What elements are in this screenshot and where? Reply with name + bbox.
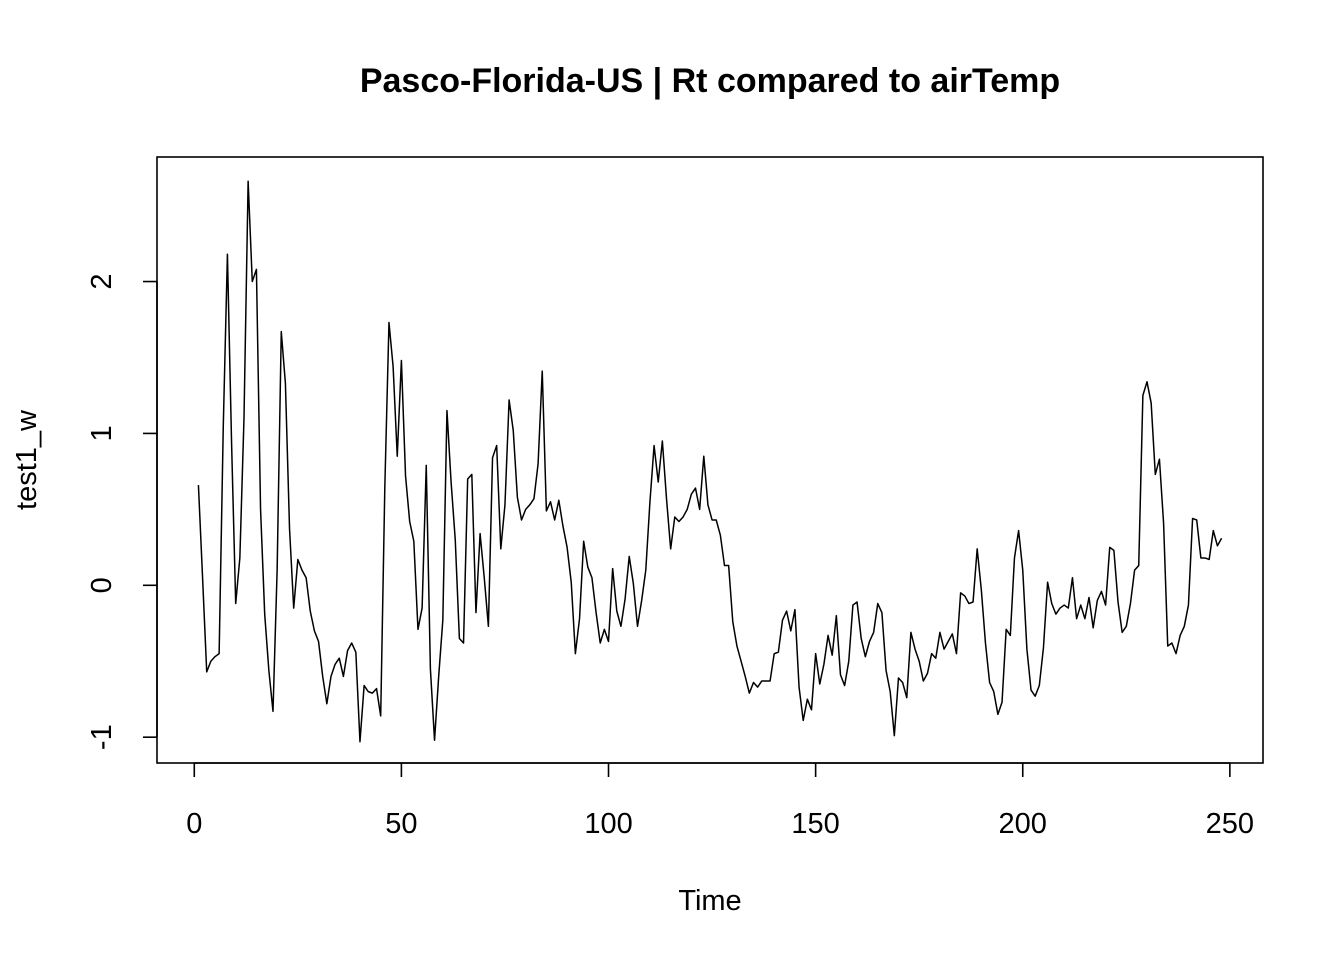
x-tick-label: 50 (385, 808, 417, 840)
y-tick-label: 2 (86, 273, 118, 289)
chart-title: Pasco-Florida-US | Rt compared to airTem… (360, 62, 1060, 100)
x-tick-label: 150 (791, 808, 839, 840)
y-axis: -1 0 1 2 (86, 273, 158, 750)
y-tick-label: 0 (86, 577, 118, 593)
x-tick-label: 100 (584, 808, 632, 840)
x-tick-label: 0 (186, 808, 202, 840)
y-axis-label: test1_w (11, 409, 43, 510)
x-axis: 0 50 100 150 200 250 (186, 762, 1254, 840)
x-axis-label: Time (678, 885, 741, 917)
y-tick-label: -1 (86, 724, 118, 750)
y-tick-label: 1 (86, 425, 118, 441)
x-tick-label: 250 (1206, 808, 1254, 840)
series-line-test1_w (197, 180, 1223, 743)
x-tick-label: 200 (999, 808, 1047, 840)
